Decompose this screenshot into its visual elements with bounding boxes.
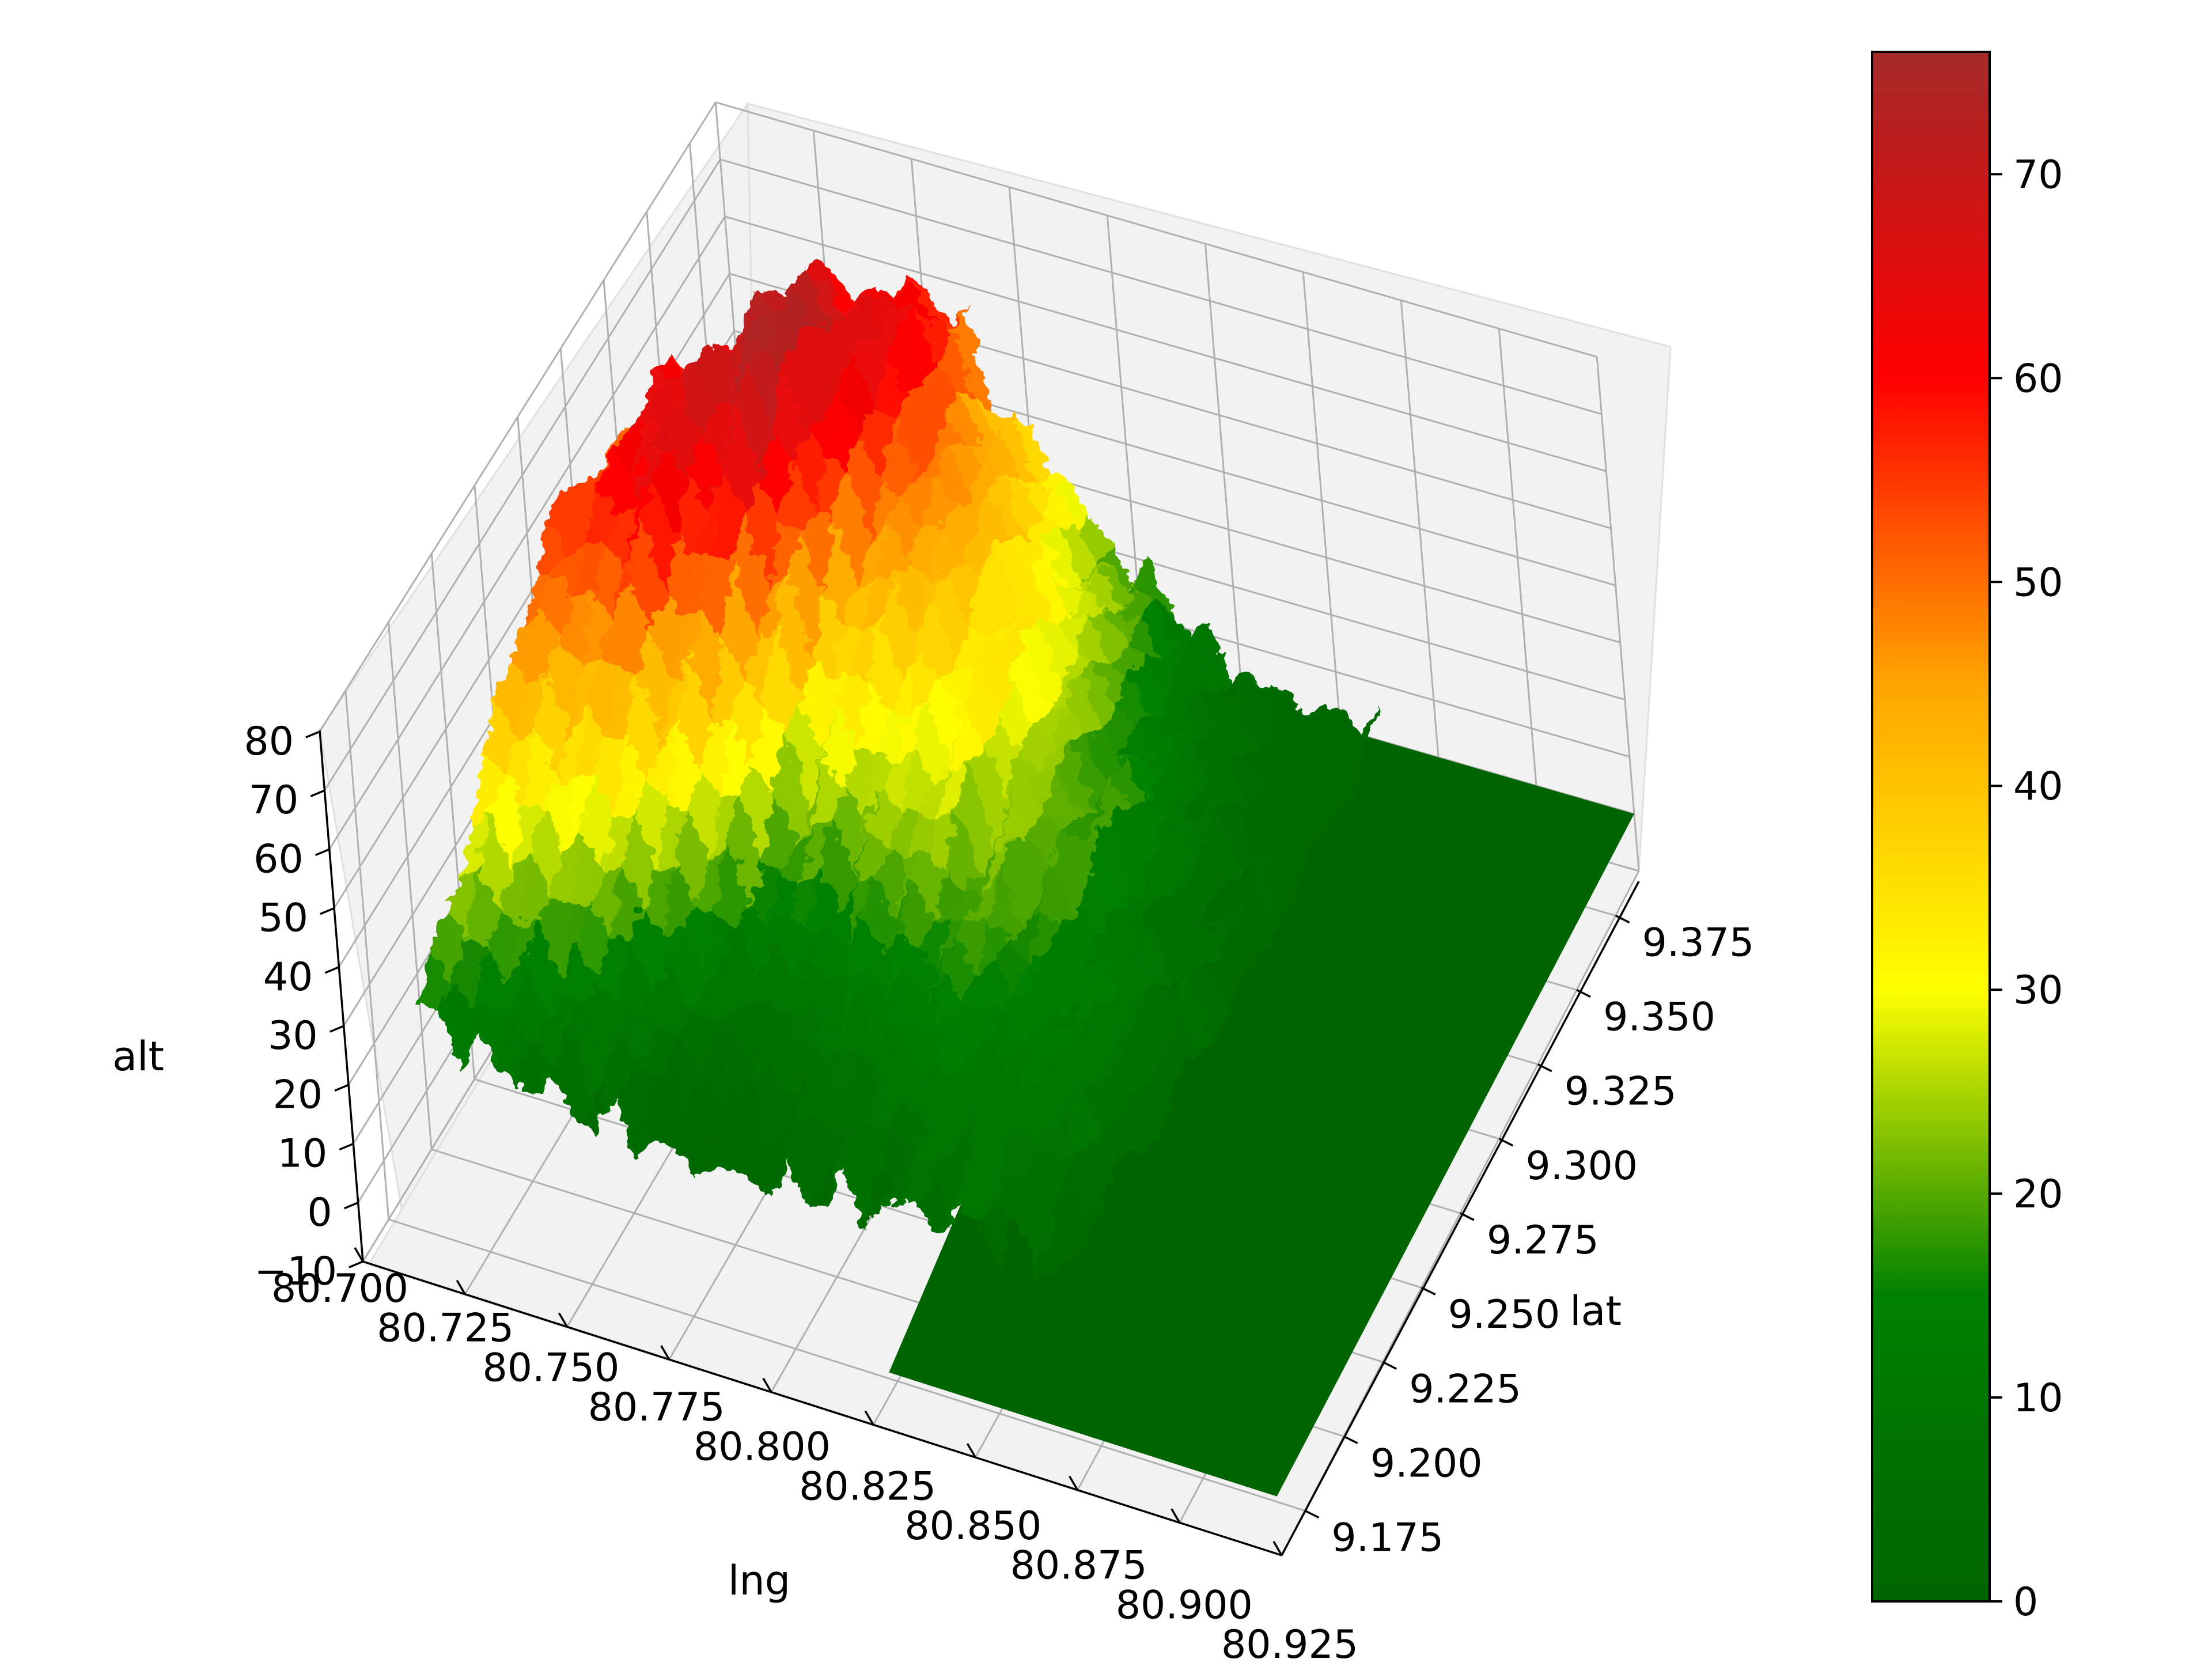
z-tick-mark: [329, 1025, 344, 1033]
z-tick-label: 10: [278, 1131, 328, 1177]
back-grid-x: [1400, 300, 1444, 815]
x-tick-label: 80.725: [377, 1306, 514, 1351]
back-grid-z: [719, 158, 1602, 415]
y-tick-mark: [1343, 1435, 1358, 1444]
y-tick-label: 9.325: [1565, 1069, 1677, 1115]
colorbar-tick-label: 60: [2013, 356, 2063, 402]
x-tick-label: 80.900: [1116, 1582, 1253, 1628]
y-axis-label: lat: [1570, 1287, 1622, 1335]
z-tick-mark: [324, 966, 340, 974]
x-tick-mark: [1272, 1541, 1283, 1556]
x-axis-ticks: 80.70080.72580.75080.77580.80080.82580.8…: [271, 1247, 1358, 1659]
colorbar-tick-label: 40: [2013, 764, 2063, 809]
z-tick-label: 60: [253, 836, 304, 882]
back-grid-z: [725, 215, 1607, 472]
x-tick-label: 80.925: [1221, 1622, 1358, 1659]
x-tick-label: 80.800: [694, 1425, 831, 1470]
x-tick-mark: [1171, 1508, 1181, 1524]
side-grid-z: [324, 158, 721, 791]
z-tick-label: 40: [263, 955, 313, 1000]
x-tick-label: 80.700: [271, 1266, 408, 1312]
y-tick-label: 9.225: [1409, 1366, 1521, 1412]
x-axis-line: [362, 1260, 1282, 1556]
y-tick-label: 9.250: [1448, 1292, 1560, 1338]
z-tick-label: −10: [254, 1249, 337, 1294]
y-tick-mark: [1576, 989, 1591, 998]
x-axis-label: lng: [728, 1557, 790, 1604]
y-tick-label: 9.200: [1370, 1441, 1483, 1486]
colorbar-tick-label: 70: [2013, 152, 2063, 198]
colorbar-tick-label: 50: [2013, 560, 2063, 605]
axis-lines: [319, 730, 1640, 1556]
y-tick-label: 9.275: [1487, 1218, 1599, 1263]
colorbar: 0 10 20 30 40 50 60 70: [1871, 51, 2063, 1625]
back-grid-x: [1498, 328, 1542, 843]
colorbar-tick-label: 10: [2013, 1376, 2063, 1421]
y-tick-mark: [1537, 1063, 1552, 1073]
x-tick-label: 80.775: [588, 1385, 725, 1430]
x-tick-label: 80.850: [904, 1503, 1041, 1549]
z-tick-label: 50: [258, 896, 308, 941]
y-tick-label: 9.350: [1603, 995, 1715, 1040]
x-tick-mark: [864, 1410, 874, 1426]
y-tick-label: 9.300: [1525, 1143, 1638, 1189]
x-tick-mark: [762, 1377, 772, 1393]
surface-patch: [1054, 1238, 1089, 1273]
colorbar-tick-label: 0: [2013, 1580, 2038, 1625]
z-tick-mark: [315, 848, 330, 857]
back-grid-x: [1596, 357, 1640, 872]
y-tick-mark: [1460, 1212, 1475, 1221]
z-tick-label: 0: [307, 1190, 332, 1236]
z-axis-ticks: −10 0 10 20 30 40 50 60 70 80: [244, 719, 363, 1294]
colorbar-tick-label: 30: [2013, 968, 2063, 1013]
x-tick-mark: [354, 1247, 364, 1262]
y-tick-label: 9.175: [1331, 1516, 1444, 1561]
surface-plot: [419, 260, 1634, 1497]
x-tick-mark: [660, 1345, 671, 1360]
z-tick-mark: [310, 789, 325, 797]
x-tick-label: 80.825: [799, 1464, 936, 1509]
x-tick-mark: [558, 1312, 568, 1328]
back-grid-z: [715, 101, 1597, 358]
x-tick-mark: [966, 1443, 976, 1458]
side-grid-z: [319, 101, 717, 732]
x-tick-mark: [456, 1279, 466, 1295]
z-tick-label: 30: [268, 1013, 318, 1059]
x-tick-mark: [1069, 1475, 1079, 1491]
z-tick-mark: [320, 907, 335, 915]
y-tick-mark: [1615, 914, 1630, 924]
side-grid-z: [328, 216, 726, 850]
back-grid-x: [1204, 244, 1248, 758]
z-tick-mark: [305, 730, 320, 738]
z-tick-mark: [343, 1202, 359, 1210]
side-grid-y: [388, 622, 433, 1150]
y-tick-label: 9.375: [1642, 920, 1755, 965]
z-tick-mark: [334, 1084, 349, 1092]
z-axis-label: alt: [112, 1033, 164, 1080]
y-tick-mark: [1498, 1138, 1514, 1147]
colorbar-ticks: 0 10 20 30 40 50 60 70: [1990, 152, 2063, 1625]
z-tick-mark: [349, 1260, 363, 1268]
x-tick-label: 80.875: [1010, 1543, 1147, 1589]
colorbar-tick-label: 20: [2013, 1172, 2063, 1217]
z-tick-label: 80: [244, 719, 294, 764]
y-tick-mark: [1304, 1509, 1320, 1519]
surface-flat-region: [889, 683, 1634, 1497]
y-tick-mark: [1382, 1361, 1397, 1370]
surface-terrain: [419, 260, 1378, 1277]
z-tick-mark: [339, 1142, 354, 1151]
z-tick-label: 20: [272, 1072, 323, 1118]
back-grid-x: [1302, 272, 1346, 786]
side-grid-y: [344, 690, 390, 1220]
y-tick-mark: [1421, 1286, 1436, 1296]
z-tick-label: 70: [249, 778, 299, 823]
z-axis-line: [319, 730, 364, 1262]
colorbar-fill: [1871, 51, 1991, 1603]
floor-grid-y: [388, 1218, 1305, 1512]
y-axis-ticks: 9.175 9.200 9.225 9.250 9.275 9.300 9.325 9.350…: [1304, 914, 1755, 1561]
x-tick-label: 80.750: [482, 1345, 619, 1391]
y-axis-line: [1281, 881, 1640, 1556]
